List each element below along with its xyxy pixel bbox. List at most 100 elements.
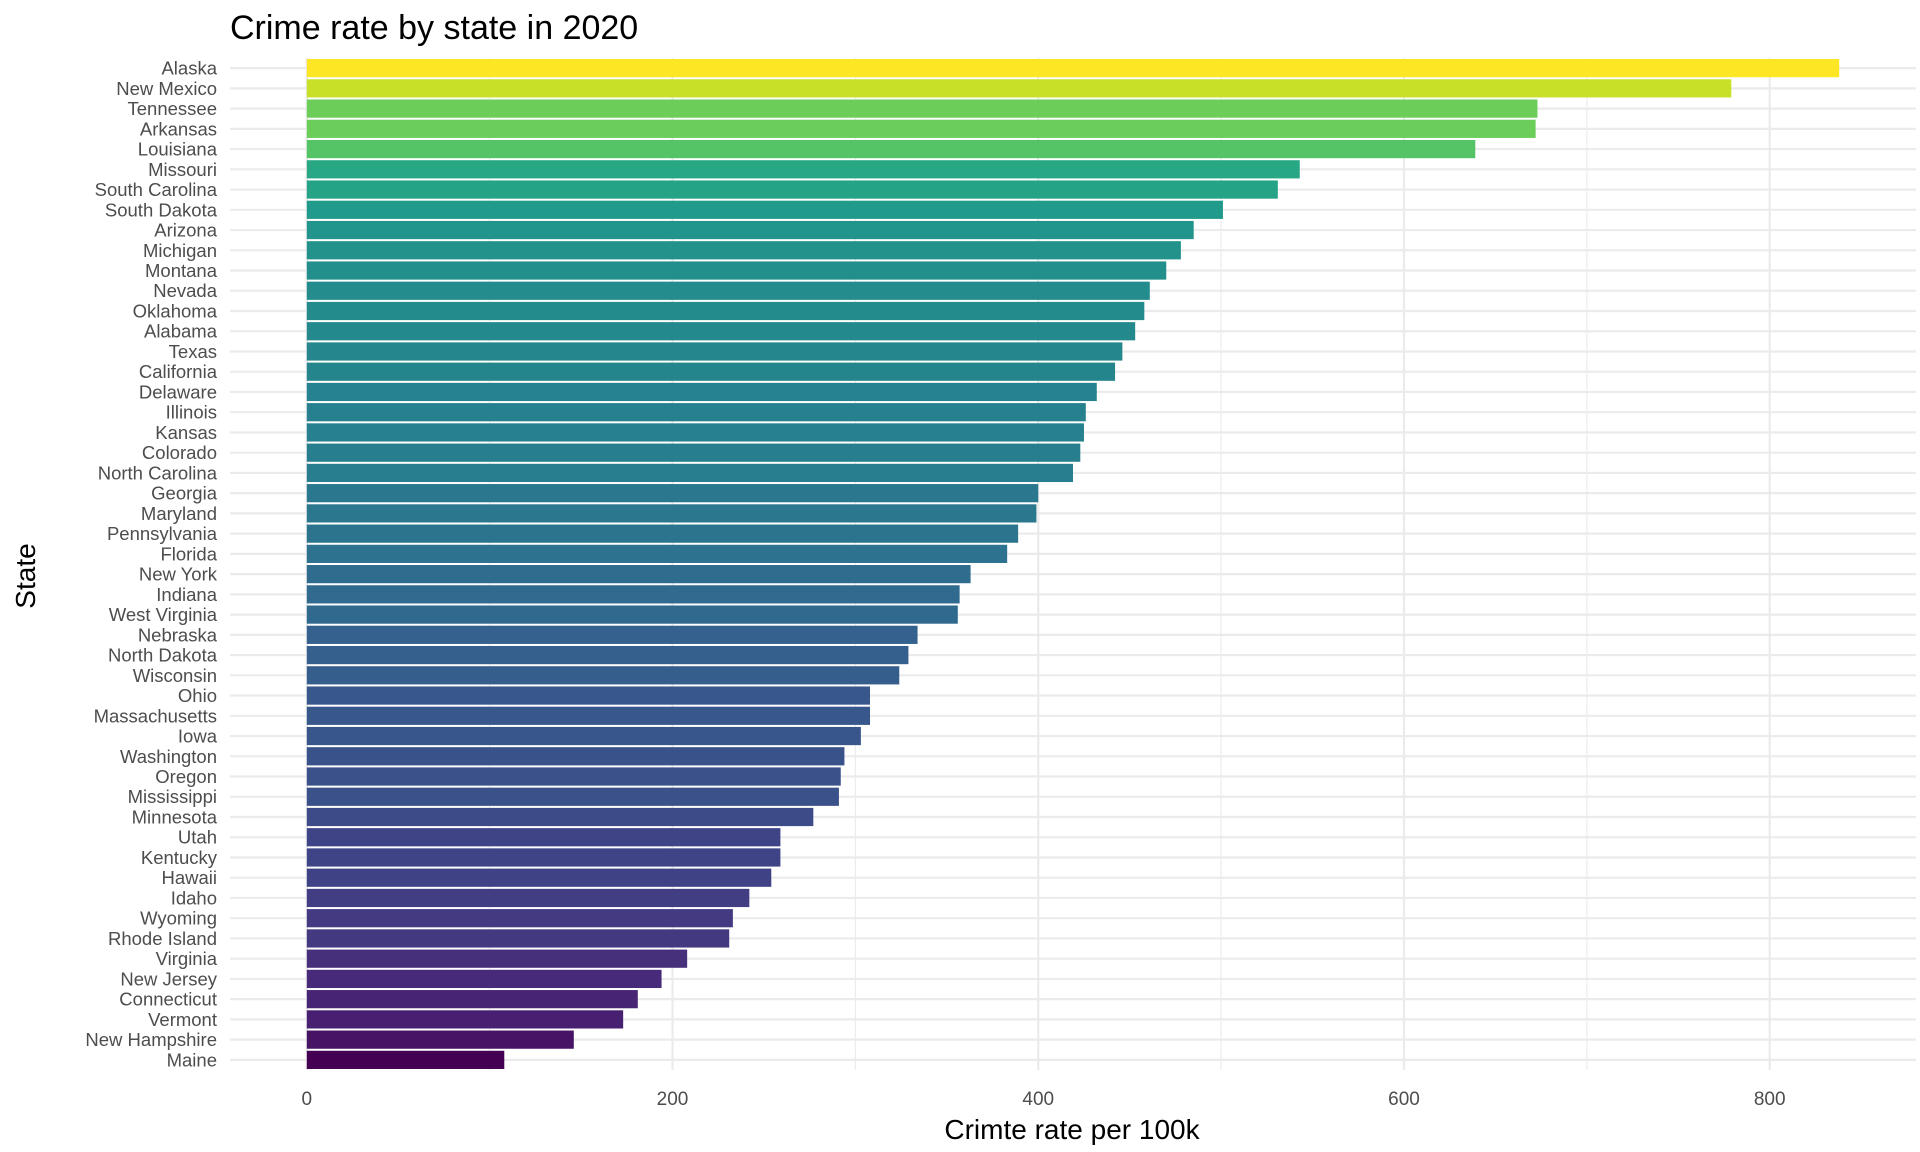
bar-utah [306, 828, 781, 847]
bar-pennsylvania [306, 524, 1019, 543]
bar-kentucky [306, 848, 781, 867]
x-tick-label: 800 [1754, 1089, 1786, 1110]
y-axis-title: State [10, 543, 41, 608]
bar-nevada [306, 281, 1150, 300]
bar-arizona [306, 220, 1194, 240]
bar-oklahoma [306, 301, 1145, 321]
bar-ohio [306, 686, 871, 705]
y-tick-label: Florida [160, 543, 217, 564]
bar-new-york [306, 565, 971, 584]
y-tick-label: Massachusetts [94, 705, 217, 726]
bar-new-jersey [306, 969, 662, 989]
bars [306, 59, 1840, 1069]
bar-maine [306, 1050, 505, 1069]
bar-alabama [306, 322, 1136, 341]
y-tick-label: North Carolina [98, 462, 218, 483]
x-tick-label: 0 [302, 1089, 313, 1110]
y-tick-label: Vermont [148, 1009, 217, 1030]
y-tick-label: Virginia [156, 948, 218, 969]
y-tick-label: Delaware [139, 381, 217, 402]
y-tick-label: Georgia [151, 483, 218, 504]
y-tick-label: Oklahoma [133, 300, 218, 321]
y-tick-label: New Jersey [120, 968, 217, 989]
y-tick-label: Wyoming [140, 908, 217, 929]
bar-florida [306, 544, 1008, 563]
y-tick-label: Maine [167, 1049, 217, 1070]
y-tick-label: Indiana [156, 584, 217, 605]
bar-rhode-island [306, 929, 730, 948]
x-tick-label: 200 [657, 1089, 689, 1110]
bar-texas [306, 342, 1123, 361]
bar-louisiana [306, 139, 1476, 159]
y-tick-label: Kentucky [141, 847, 218, 868]
bar-washington [306, 747, 845, 766]
y-tick-label: Pennsylvania [107, 523, 218, 544]
y-tick-label: Illinois [166, 402, 217, 423]
y-tick-label: Tennessee [128, 98, 217, 119]
y-tick-label: Alaska [161, 58, 217, 79]
bar-new-hampshire [306, 1030, 574, 1049]
bar-indiana [306, 585, 960, 604]
y-tick-label: Nebraska [138, 624, 218, 645]
bar-west-virginia [306, 605, 958, 624]
y-tick-label: Alabama [144, 321, 218, 342]
y-tick-label: South Dakota [105, 199, 218, 220]
y-tick-label: Missouri [148, 159, 217, 180]
y-tick-label: New Hampshire [85, 1029, 217, 1050]
bar-missouri [306, 160, 1300, 179]
y-tick-label: Iowa [178, 726, 218, 747]
y-tick-label: Michigan [143, 240, 217, 261]
y-tick-label: Louisiana [138, 139, 218, 160]
bar-michigan [306, 241, 1181, 260]
bar-tennessee [306, 99, 1538, 118]
bar-iowa [306, 726, 861, 746]
bar-nebraska [306, 625, 918, 644]
y-tick-label: Utah [178, 827, 217, 848]
x-tick-labels: 0 200 400 600 800 [302, 1089, 1786, 1110]
bar-alaska [306, 59, 1840, 78]
y-tick-label: North Dakota [108, 645, 218, 666]
bar-vermont [306, 1010, 624, 1029]
bar-oregon [306, 767, 841, 786]
y-tick-label: Rhode Island [108, 928, 217, 949]
y-tick-label: Oregon [155, 766, 217, 787]
bar-north-dakota [306, 645, 909, 665]
bar-colorado [306, 443, 1081, 462]
y-tick-label: Hawaii [161, 867, 217, 888]
x-tick-label: 400 [1022, 1089, 1054, 1110]
bar-hawaii [306, 868, 772, 887]
bar-illinois [306, 403, 1086, 422]
y-tick-label: Minnesota [132, 806, 218, 827]
y-tick-label: Colorado [142, 442, 217, 463]
y-tick-label: Idaho [171, 887, 217, 908]
chart-title: Crime rate by state in 2020 [230, 9, 638, 47]
y-tick-label: Montana [145, 260, 218, 281]
y-tick-label: New York [139, 564, 218, 585]
bar-minnesota [306, 807, 814, 827]
bar-connecticut [306, 990, 638, 1009]
y-tick-label: Nevada [153, 280, 217, 301]
bar-montana [306, 261, 1167, 280]
bar-south-dakota [306, 200, 1223, 219]
bar-idaho [306, 888, 750, 908]
bar-new-mexico [306, 79, 1732, 98]
x-tick-label: 600 [1388, 1089, 1420, 1110]
bar-arkansas [306, 119, 1536, 138]
bar-maryland [306, 504, 1037, 523]
y-tick-label: South Carolina [95, 179, 218, 200]
y-tick-label: Arkansas [140, 118, 217, 139]
y-tick-label: Wisconsin [133, 665, 217, 686]
bar-north-carolina [306, 463, 1073, 483]
y-tick-label: Texas [169, 341, 217, 362]
bar-massachusetts [306, 706, 871, 725]
bar-georgia [306, 484, 1039, 503]
bar-california [306, 362, 1116, 381]
bar-south-carolina [306, 180, 1278, 199]
bar-mississippi [306, 787, 839, 806]
bar-wyoming [306, 909, 733, 928]
y-tick-label: New Mexico [116, 78, 217, 99]
y-tick-label: Kansas [155, 422, 217, 443]
x-axis-title: Crimte rate per 100k [944, 1114, 1200, 1145]
y-tick-label: Connecticut [119, 989, 217, 1010]
